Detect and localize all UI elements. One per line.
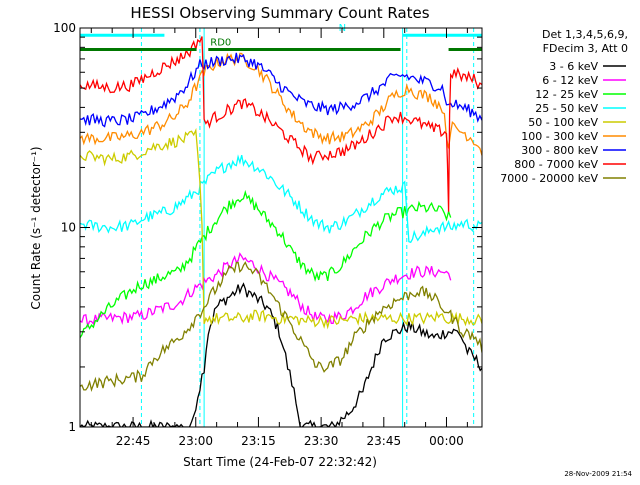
x-tick-label-3: 23:15 (241, 434, 276, 448)
series-line-1 (80, 282, 482, 427)
flag-bar-label-2: RD0 (210, 38, 231, 49)
x-tick-label-5: 23:45 (367, 434, 402, 448)
plot-area: NRD0 (80, 23, 482, 427)
series-line-4 (80, 154, 482, 244)
series-line-2 (80, 252, 452, 329)
legend-label-6: 100 - 300 keV (521, 130, 598, 143)
y-tick-label-1: 1 (68, 420, 76, 434)
x-axis-label: Start Time (24-Feb-07 22:32:42) (183, 455, 377, 469)
legend-header-line-2: FDecim 3, Att 0 (543, 42, 628, 55)
series-line-3 (80, 189, 452, 339)
legend-label-3: 12 - 25 keV (535, 88, 598, 101)
x-tick-label-2: 23:00 (178, 434, 213, 448)
render-timestamp: 28-Nov-2009 21:54 (564, 470, 632, 478)
legend-label-2: 6 - 12 keV (542, 74, 598, 87)
series-line-5 (80, 127, 482, 330)
legend-label-1: 3 - 6 keV (549, 60, 598, 73)
legend-label-5: 50 - 100 keV (528, 116, 598, 129)
chart-title: HESSI Observing Summary Count Rates (130, 4, 429, 22)
legend-label-9: 7000 - 20000 keV (500, 172, 598, 185)
x-tick-label-4: 23:30 (304, 434, 339, 448)
series-line-8 (80, 36, 482, 212)
y-tick-label-2: 10 (61, 221, 76, 235)
legend: Det 1,3,4,5,6,9, FDecim 3, Att 0 3 - 6 k… (500, 28, 628, 185)
legend-label-4: 25 - 50 keV (535, 102, 598, 115)
legend-label-7: 300 - 800 keV (521, 144, 598, 157)
series-line-7 (80, 52, 482, 128)
legend-header-line-1: Det 1,3,4,5,6,9, (542, 28, 628, 41)
plot-clip-group (80, 28, 482, 427)
series-line-9 (80, 261, 482, 393)
series-line-6 (80, 52, 482, 156)
legend-label-8: 800 - 7000 keV (514, 158, 598, 171)
y-axis-label: Count Rate (s⁻¹ detector⁻¹) (29, 146, 43, 309)
y-tick-label-3: 100 (53, 21, 76, 35)
x-tick-label-1: 22:45 (116, 434, 151, 448)
axes: 1 10 100 22:45 23:00 23:15 23:30 23:45 00:00 (53, 21, 482, 448)
x-tick-label-6: 00:00 (429, 434, 464, 448)
